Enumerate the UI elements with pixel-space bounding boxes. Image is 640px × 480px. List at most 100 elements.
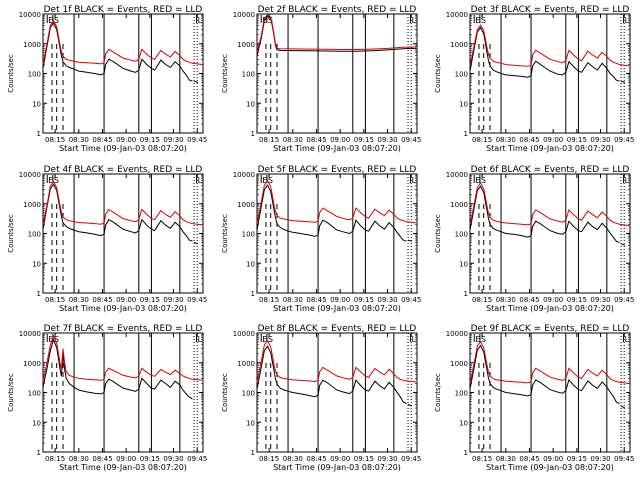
series-lld: [42, 180, 202, 226]
y-tick-label: 10000: [446, 171, 468, 179]
x-axis-label: Start Time (09-Jan-03 08:07:20): [486, 463, 614, 472]
y-tick-label: 10000: [446, 11, 468, 19]
series-events-tail: [193, 80, 199, 83]
x-axis-label: Start Time (09-Jan-03 08:07:20): [59, 304, 187, 313]
series-lld: [469, 24, 629, 67]
panel-title: Det 2f BLACK = Events, RED = LLD: [258, 5, 417, 15]
flag-label-l: L: [198, 16, 203, 25]
y-tick-label: 10: [246, 419, 255, 427]
y-tick-label: 1000: [450, 201, 468, 209]
x-axis-label: Start Time (09-Jan-03 08:07:20): [273, 144, 401, 153]
x-tick-label: 08:45: [306, 455, 326, 463]
x-tick-label: 08:45: [306, 296, 326, 304]
x-tick-label: 09:00: [543, 455, 563, 463]
y-tick-label: 1000: [23, 41, 41, 49]
flag-label-s: S: [268, 176, 273, 185]
x-tick-label: 09:15: [567, 136, 587, 144]
y-tick-label: 100: [455, 390, 468, 398]
x-tick-label: 09:30: [590, 296, 610, 304]
panel-title: Det 9f BLACK = Events, RED = LLD: [471, 324, 630, 334]
plot-frame: [469, 173, 631, 294]
y-tick-label: 10000: [19, 330, 41, 338]
flag-label-l: L: [198, 176, 203, 185]
x-tick-label: 09:15: [354, 296, 374, 304]
x-tick-label: 08:30: [69, 455, 89, 463]
series-events-tail: [620, 405, 626, 409]
x-tick-label: 09:30: [590, 136, 610, 144]
y-tick-label: 1: [37, 290, 41, 298]
y-axis-label: Counts/sec: [7, 54, 15, 93]
x-tick-label: 09:30: [590, 455, 610, 463]
series-events: [256, 345, 407, 405]
flag-label-l: L: [198, 335, 203, 344]
y-axis-label: Counts/sec: [7, 373, 15, 412]
x-tick-label: 09:00: [543, 136, 563, 144]
y-tick-label: 10: [246, 260, 255, 268]
flag-label-e: E: [262, 176, 267, 185]
x-tick-label: 09:00: [330, 296, 350, 304]
y-tick-label: 1: [251, 449, 255, 457]
y-tick-label: 1000: [23, 201, 41, 209]
y-tick-label: 10000: [233, 330, 255, 338]
series-lld: [42, 19, 202, 65]
x-tick-label: 09:15: [140, 136, 160, 144]
y-tick-label: 1: [464, 449, 468, 457]
series-events: [469, 26, 620, 82]
flag-label-s: S: [268, 335, 273, 344]
plot-frame: [256, 13, 418, 134]
series-events-tail: [620, 243, 626, 246]
x-axis-label: Start Time (09-Jan-03 08:07:20): [59, 144, 187, 153]
y-tick-label: 10: [459, 260, 468, 268]
y-tick-label: 100: [242, 71, 255, 79]
flag-label-s: S: [268, 16, 273, 25]
y-axis-label: Counts/sec: [7, 214, 15, 253]
plot-frame: [256, 173, 418, 294]
x-tick-label: 08:15: [45, 296, 65, 304]
x-tick-label: 09:15: [567, 296, 587, 304]
y-tick-label: 10000: [233, 11, 255, 19]
series-lld: [469, 182, 629, 227]
y-tick-label: 10: [459, 419, 468, 427]
y-tick-label: 1: [37, 130, 41, 138]
y-axis-label: Counts/sec: [221, 214, 229, 253]
series-lld: [42, 334, 202, 381]
x-tick-label: 09:00: [543, 296, 563, 304]
flag-label-e: E: [48, 16, 53, 25]
y-tick-label: 10: [246, 100, 255, 108]
y-tick-label: 1000: [23, 360, 41, 368]
panel-title: Det 7f BLACK = Events, RED = LLD: [44, 324, 203, 334]
plot-frame: [469, 13, 631, 134]
y-tick-label: 1000: [450, 360, 468, 368]
flag-label-s: S: [481, 176, 486, 185]
x-tick-label: 09:00: [116, 296, 136, 304]
series-lld: [256, 179, 416, 224]
y-axis-label: Counts/sec: [221, 373, 229, 412]
x-tick-label: 09:30: [163, 455, 183, 463]
panel-title: Det 8f BLACK = Events, RED = LLD: [258, 324, 417, 334]
x-tick-label: 08:15: [472, 136, 492, 144]
panel-det-9: Det 9f BLACK = Events, RED = LLD 1 10 100 10…: [434, 324, 634, 472]
series-lld: [469, 340, 629, 384]
x-tick-label: 08:45: [519, 296, 539, 304]
panel-det-4: Det 4f BLACK = Events, RED = LLD 1 10 100 10…: [7, 165, 207, 313]
series-events: [256, 15, 416, 56]
y-tick-label: 10000: [446, 330, 468, 338]
y-axis-label: Counts/sec: [434, 214, 442, 253]
x-tick-label: 08:45: [92, 136, 112, 144]
flag-label-e: E: [48, 335, 53, 344]
plot-frame: [256, 332, 418, 453]
y-tick-label: 1000: [237, 41, 255, 49]
series-events: [42, 22, 193, 82]
x-tick-label: 08:30: [69, 296, 89, 304]
x-tick-label: 08:15: [259, 136, 279, 144]
y-tick-label: 1: [37, 449, 41, 457]
series-lld: [256, 339, 416, 383]
x-tick-label: 08:15: [259, 296, 279, 304]
x-tick-label: 08:30: [283, 136, 303, 144]
y-tick-label: 100: [455, 231, 468, 239]
x-tick-label: 09:45: [401, 455, 421, 463]
x-tick-label: 08:15: [472, 296, 492, 304]
x-tick-label: 08:15: [472, 455, 492, 463]
y-tick-label: 10: [32, 419, 41, 427]
panel-title: Det 3f BLACK = Events, RED = LLD: [471, 5, 630, 15]
